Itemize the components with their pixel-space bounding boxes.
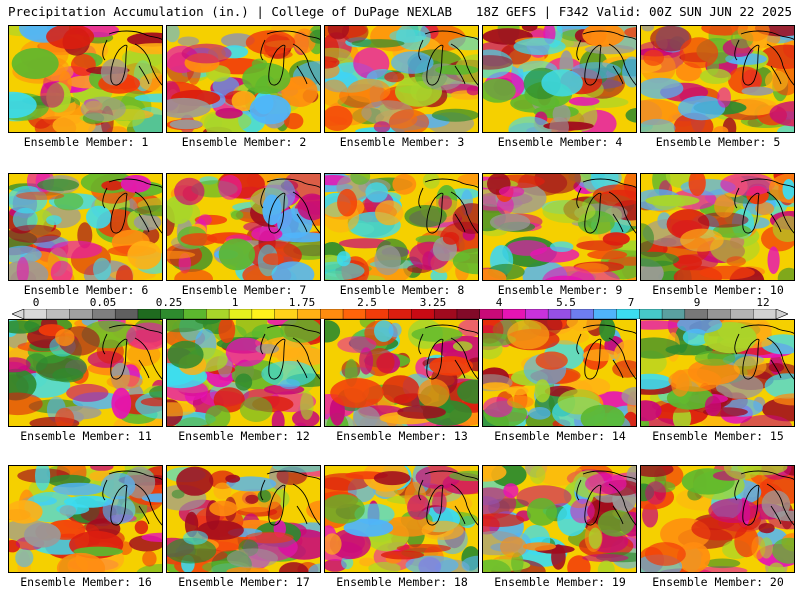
- panel-label-member-8: Ensemble Member: 8: [339, 283, 465, 297]
- panel-label-member-12: Ensemble Member: 12: [178, 429, 310, 443]
- colorbar-bin: [525, 309, 549, 319]
- colorbar-bin: [411, 309, 435, 319]
- ensemble-map-11: [8, 319, 163, 427]
- colorbar-bin: [92, 309, 116, 319]
- ensemble-map-6: [8, 173, 163, 281]
- colorbar-max-arrow: [775, 309, 788, 319]
- colorbar-bin: [570, 309, 595, 319]
- colorbar-bin: [616, 309, 640, 319]
- panel-label-member-16: Ensemble Member: 16: [20, 575, 152, 589]
- ensemble-map-19: [482, 465, 637, 573]
- colorbar-bin: [639, 309, 663, 319]
- ensemble-map-16: [8, 465, 163, 573]
- colorbar-bin: [365, 309, 390, 319]
- colorbar-bin: [251, 309, 276, 319]
- ensemble-map-9: [482, 173, 637, 281]
- panel-label-member-7: Ensemble Member: 7: [181, 283, 307, 297]
- colorbar-tick-label: 2.5: [357, 296, 377, 309]
- colorbar-bin: [502, 309, 526, 319]
- panel-label-member-15: Ensemble Member: 15: [652, 429, 784, 443]
- panel-label-member-20: Ensemble Member: 20: [652, 575, 784, 589]
- colorbar-bin: [753, 309, 777, 319]
- panel-label-member-2: Ensemble Member: 2: [181, 135, 307, 149]
- panel-label-member-6: Ensemble Member: 6: [23, 283, 149, 297]
- colorbar-bin: [388, 309, 412, 319]
- colorbar-tick-label: 1.75: [288, 296, 316, 309]
- colorbar-bin: [297, 309, 321, 319]
- colorbar-bin: [456, 309, 481, 319]
- ensemble-map-18: [324, 465, 479, 573]
- ensemble-map-12: [166, 319, 321, 427]
- panel-label-member-5: Ensemble Member: 5: [655, 135, 781, 149]
- colorbar-tick-label: 5.5: [556, 296, 576, 309]
- colorbar-tick-label: 0: [32, 296, 40, 309]
- colorbar-bin: [730, 309, 754, 319]
- ensemble-map-8: [324, 173, 479, 281]
- panel-label-member-9: Ensemble Member: 9: [497, 283, 623, 297]
- colorbar-bin: [274, 309, 298, 319]
- colorbar-bin: [183, 309, 207, 319]
- ensemble-map-13: [324, 319, 479, 427]
- colorbar-tick-label: 4: [495, 296, 503, 309]
- ensemble-map-14: [482, 319, 637, 427]
- panel-label-member-4: Ensemble Member: 4: [497, 135, 623, 149]
- ensemble-map-4: [482, 25, 637, 133]
- ensemble-map-5: [640, 25, 795, 133]
- ensemble-map-2: [166, 25, 321, 133]
- ensemble-map-10: [640, 173, 795, 281]
- colorbar-tick-label: 12: [756, 296, 770, 309]
- colorbar-bin: [69, 309, 93, 319]
- panel-label-member-11: Ensemble Member: 11: [20, 429, 152, 443]
- colorbar-bin: [137, 309, 162, 319]
- colorbar-min-arrow: [12, 309, 25, 319]
- colorbar-tick-label: 1: [231, 296, 239, 309]
- ensemble-map-7: [166, 173, 321, 281]
- colorbar-bin: [661, 309, 686, 319]
- colorbar-bin: [46, 309, 71, 319]
- colorbar-tick-label: 3.25: [419, 296, 447, 309]
- colorbar-bin: [433, 309, 458, 319]
- colorbar-bin: [114, 309, 139, 319]
- panel-label-member-18: Ensemble Member: 18: [336, 575, 468, 589]
- colorbar-bin: [547, 309, 572, 319]
- precipitation-colorbar: [12, 309, 788, 319]
- colorbar-tick-label: 0.25: [155, 296, 183, 309]
- colorbar-bin: [707, 309, 731, 319]
- ensemble-map-3: [324, 25, 479, 133]
- colorbar-tick-label: 0.05: [89, 296, 117, 309]
- panel-label-member-1: Ensemble Member: 1: [23, 135, 149, 149]
- panel-label-member-3: Ensemble Member: 3: [339, 135, 465, 149]
- colorbar-bin: [342, 309, 367, 319]
- ensemble-map-17: [166, 465, 321, 573]
- colorbar-bin: [23, 309, 48, 319]
- colorbar-bin: [160, 309, 185, 319]
- panel-label-member-14: Ensemble Member: 14: [494, 429, 626, 443]
- chart-title: Precipitation Accumulation (in.) | Colle…: [8, 4, 453, 19]
- colorbar-bin: [320, 309, 344, 319]
- colorbar-bin: [684, 309, 709, 319]
- colorbar-bin: [206, 309, 230, 319]
- ensemble-map-15: [640, 319, 795, 427]
- colorbar-bin: [479, 309, 504, 319]
- ensemble-map-1: [8, 25, 163, 133]
- panel-label-member-10: Ensemble Member: 10: [652, 283, 784, 297]
- ensemble-map-20: [640, 465, 795, 573]
- colorbar-bin: [593, 309, 617, 319]
- colorbar-bin: [228, 309, 253, 319]
- colorbar-tick-label: 9: [693, 296, 701, 309]
- panel-label-member-13: Ensemble Member: 13: [336, 429, 468, 443]
- valid-time-label: 18Z GEFS | F342 Valid: 00Z SUN JUN 22 20…: [475, 4, 792, 19]
- panel-label-member-19: Ensemble Member: 19: [494, 575, 626, 589]
- colorbar-labels: 0 0.05 0.25 1 1.75 2.5 3.25 4 5.5 7 9 12: [0, 296, 800, 309]
- panel-label-member-17: Ensemble Member: 17: [178, 575, 310, 589]
- colorbar-tick-label: 7: [627, 296, 635, 309]
